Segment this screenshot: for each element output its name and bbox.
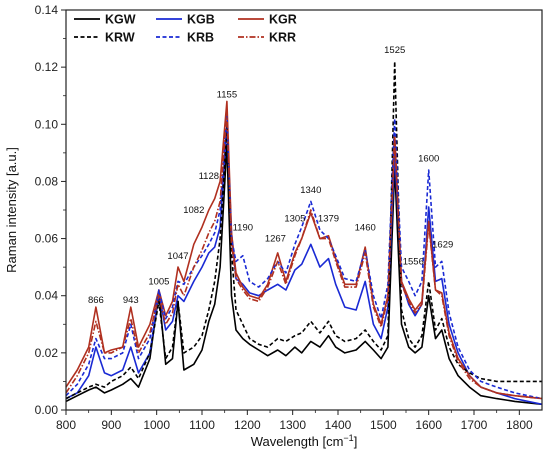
legend-label-krw: KRW bbox=[105, 31, 135, 45]
peak-label-1525: 1525 bbox=[384, 45, 405, 56]
peak-label-1600: 1600 bbox=[418, 154, 439, 165]
y-axis: 0.00 0.02 0.04 0.06 0.08 0.10 0.12 0.14 bbox=[35, 3, 66, 417]
y-tick-label-0.10: 0.10 bbox=[35, 117, 59, 131]
series-line-kgb bbox=[65, 123, 543, 406]
x-tick-label-1400: 1400 bbox=[325, 418, 352, 432]
peak-label-1047: 1047 bbox=[167, 251, 188, 262]
series-line-kgw bbox=[65, 143, 543, 406]
peak-labels: 866 943 1005 1047 1082 1128 1155 1190 1267 1305 13… bbox=[88, 45, 453, 306]
y-tick-label-0.02: 0.02 bbox=[35, 346, 59, 360]
peak-label-1128: 1128 bbox=[199, 171, 219, 182]
x-axis-title-sup: −1 bbox=[343, 433, 353, 443]
y-tick-label-0.08: 0.08 bbox=[35, 174, 59, 188]
y-tick-label-0.12: 0.12 bbox=[35, 60, 59, 74]
x-axis: 800 900 1000 1100 1200 1300 1400 1500 1600 1700 18… bbox=[56, 410, 533, 432]
peak-label-866: 866 bbox=[88, 295, 104, 306]
series-layer bbox=[65, 60, 543, 406]
y-axis-title: Raman intensity [a.u.] bbox=[4, 147, 19, 273]
peak-label-1082: 1082 bbox=[183, 205, 204, 216]
series-line-krb bbox=[65, 114, 543, 400]
series-line-kgr bbox=[65, 100, 543, 400]
peak-label-1556: 1556 bbox=[403, 257, 424, 268]
x-axis-title-main: Wavelength [cm bbox=[251, 434, 344, 449]
y-tick-label-0.04: 0.04 bbox=[35, 289, 59, 303]
legend: KGW KGB KGR KRW KRB KRR bbox=[74, 13, 297, 45]
x-tick-label-1000: 1000 bbox=[143, 418, 170, 432]
x-axis-title-end: ] bbox=[354, 434, 358, 449]
peak-label-1155: 1155 bbox=[217, 89, 237, 100]
y-tick-label-0.14: 0.14 bbox=[35, 3, 59, 17]
peak-label-1190: 1190 bbox=[233, 222, 253, 233]
x-tick-label-1800: 1800 bbox=[506, 418, 533, 432]
y-tick-label-0.00: 0.00 bbox=[35, 403, 59, 417]
x-tick-label-1700: 1700 bbox=[461, 418, 488, 432]
legend-label-krr: KRR bbox=[269, 31, 296, 45]
peak-label-1005: 1005 bbox=[148, 277, 169, 288]
peak-label-1460: 1460 bbox=[355, 222, 376, 233]
legend-label-kgw: KGW bbox=[105, 13, 136, 27]
peak-label-1305: 1305 bbox=[284, 214, 305, 225]
peak-label-1379: 1379 bbox=[318, 214, 339, 225]
x-tick-label-1600: 1600 bbox=[415, 418, 442, 432]
x-tick-label-800: 800 bbox=[56, 418, 76, 432]
x-axis-title: Wavelength [cm−1] bbox=[251, 433, 358, 449]
y-tick-label-0.06: 0.06 bbox=[35, 232, 59, 246]
x-tick-label-1200: 1200 bbox=[234, 418, 261, 432]
peak-label-1267: 1267 bbox=[265, 234, 286, 245]
x-tick-label-1300: 1300 bbox=[279, 418, 306, 432]
peak-label-1340: 1340 bbox=[300, 185, 321, 196]
legend-label-kgb: KGB bbox=[187, 13, 215, 27]
peak-label-1629: 1629 bbox=[432, 239, 453, 250]
series-line-krr bbox=[65, 112, 543, 400]
x-tick-label-900: 900 bbox=[101, 418, 121, 432]
legend-label-krb: KRB bbox=[187, 31, 214, 45]
legend-label-kgr: KGR bbox=[269, 13, 297, 27]
x-tick-label-1100: 1100 bbox=[189, 418, 215, 432]
x-tick-label-1500: 1500 bbox=[370, 418, 397, 432]
series-line-krw bbox=[65, 60, 542, 400]
peak-label-943: 943 bbox=[123, 295, 139, 306]
